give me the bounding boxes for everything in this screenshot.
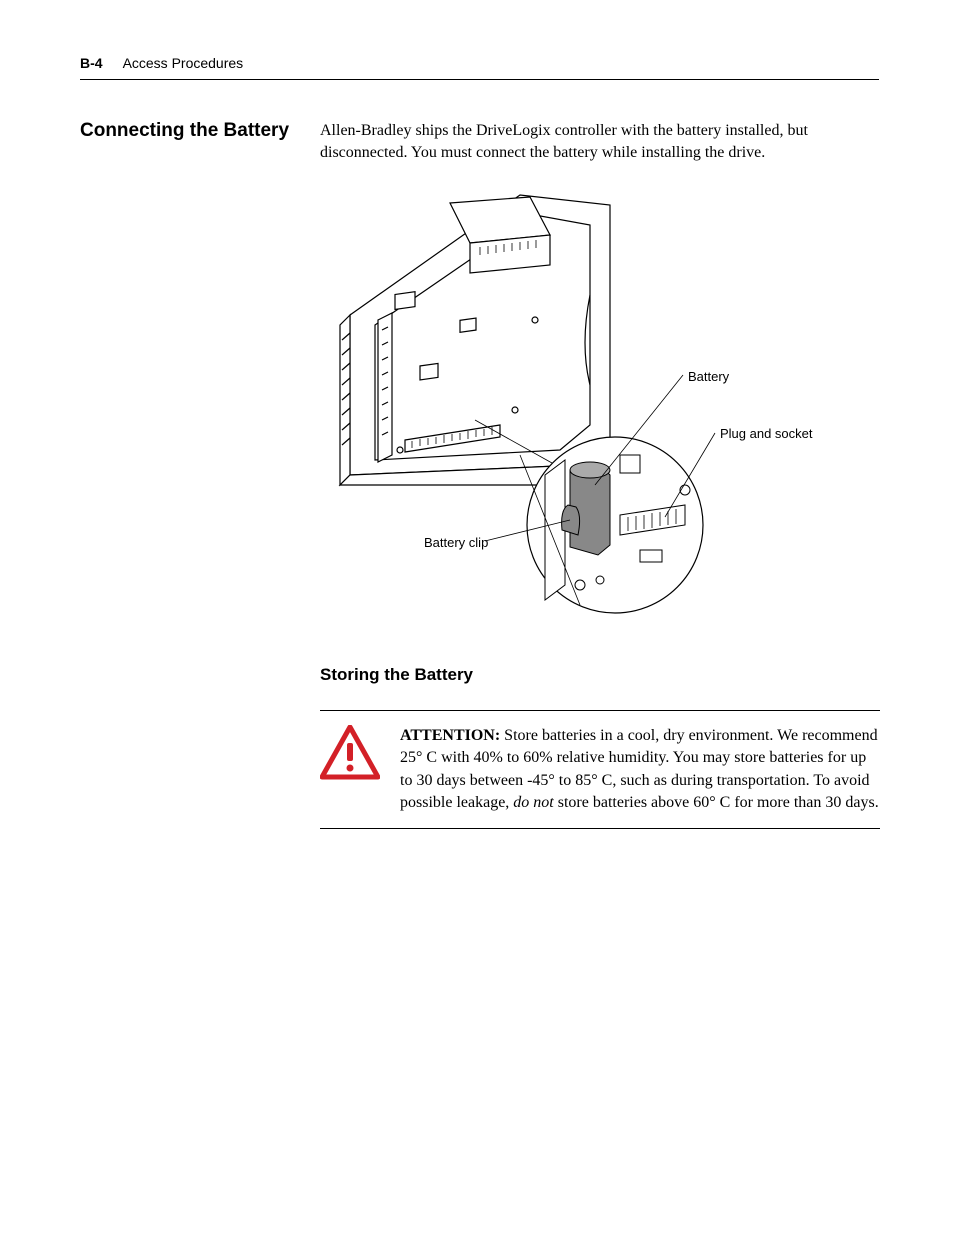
page-header: B-4 Access Procedures <box>80 55 879 80</box>
diagram-container: Battery Plug and socket Battery clip <box>320 185 880 615</box>
attention-label: ATTENTION: <box>400 727 500 744</box>
callout-plug-socket: Plug and socket <box>720 426 813 441</box>
left-column: Connecting the Battery <box>80 120 290 829</box>
section-title: Connecting the Battery <box>80 120 290 142</box>
attention-box: ATTENTION: Store batteries in a cool, dr… <box>320 710 880 830</box>
subsection-title: Storing the Battery <box>320 665 880 685</box>
attention-text: ATTENTION: Store batteries in a cool, dr… <box>400 725 880 815</box>
header-title: Access Procedures <box>123 55 244 71</box>
controller-diagram <box>320 185 880 615</box>
right-column: Allen-Bradley ships the DriveLogix contr… <box>320 120 880 829</box>
warning-icon <box>320 725 380 780</box>
attention-text-2: store batteries above 60° C for more tha… <box>554 794 879 811</box>
content-area: Connecting the Battery Allen-Bradley shi… <box>80 120 879 829</box>
attention-italic: do not <box>513 794 553 811</box>
callout-battery-clip: Battery clip <box>424 535 488 550</box>
page-number: B-4 <box>80 55 103 71</box>
section-body: Allen-Bradley ships the DriveLogix contr… <box>320 120 880 165</box>
callout-battery: Battery <box>688 369 729 384</box>
subsection: Storing the Battery ATTENTION: Store bat… <box>320 665 880 830</box>
